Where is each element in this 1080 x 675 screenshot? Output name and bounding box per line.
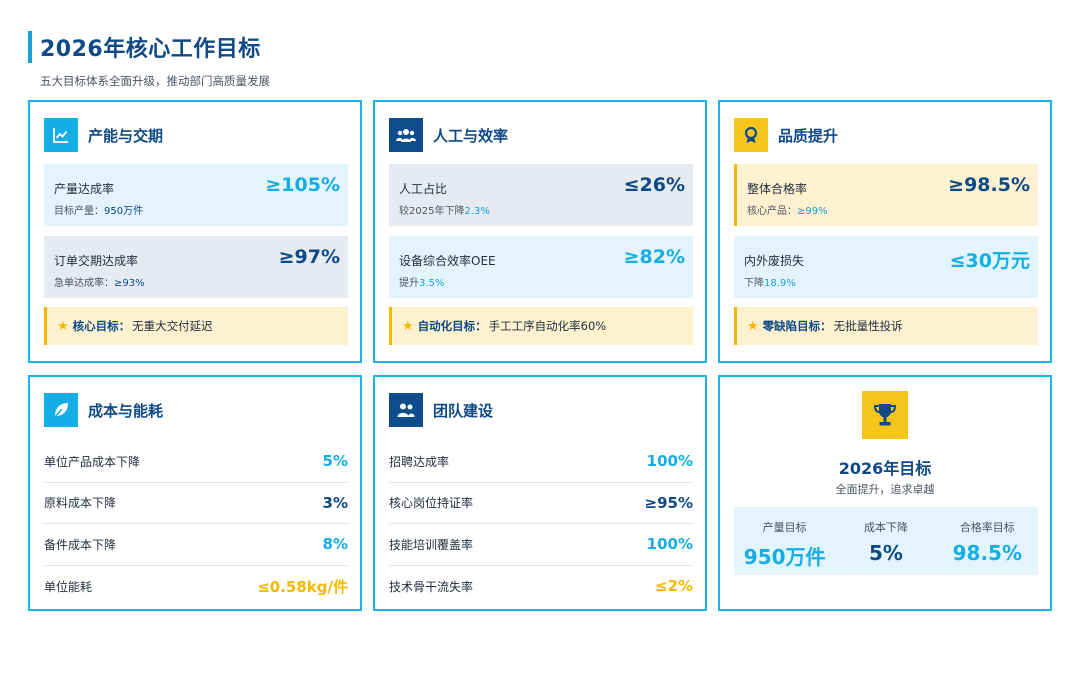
title-accent-bar xyxy=(28,31,32,63)
metric-sub: 提升3.5% xyxy=(399,278,445,289)
metric-output-rate: 产量达成率 目标产量：950万件 ≥105% xyxy=(44,164,348,226)
metric-sub: 核心产品：≥99% xyxy=(747,206,828,217)
star-icon: ★ xyxy=(57,318,69,334)
metric-label: 设备综合效率OEE xyxy=(399,254,496,268)
stat-value: 98.5% xyxy=(952,541,1023,565)
people-group-icon xyxy=(389,118,423,152)
list-item: 核心岗位持证率 ≥95% xyxy=(389,483,693,524)
stat-value: 5% xyxy=(869,541,903,565)
row-label: 招聘达成率 xyxy=(389,454,450,469)
metric-scrap-loss: 内外废损失 下降18.9% ≤30万元 xyxy=(734,236,1038,298)
goal-text: 手工工序自动化率60% xyxy=(488,319,607,333)
list-item: 技术骨干流失率 ≤2% xyxy=(389,566,693,608)
row-value: 3% xyxy=(322,493,348,512)
row-value: 100% xyxy=(646,452,693,471)
list-item: 备件成本下降 8% xyxy=(44,524,348,566)
summary-subtitle: 全面提升，追求卓越 xyxy=(835,483,935,496)
metric-label: 人工占比 xyxy=(399,182,448,196)
metric-value: ≤26% xyxy=(623,174,685,196)
metric-pass-rate: 整体合格率 核心产品：≥99% ≥98.5% xyxy=(734,164,1038,226)
team-metric-list: 招聘达成率 100% 核心岗位持证率 ≥95% 技能培训覆盖率 100% 技术骨… xyxy=(389,441,693,607)
goal-key: 自动化目标： xyxy=(417,319,487,333)
summary-stats-panel: 产量目标 950万件 成本下降 5% 合格率目标 98.5% xyxy=(734,507,1038,575)
metric-value: ≥98.5% xyxy=(948,174,1030,196)
star-icon: ★ xyxy=(747,318,759,334)
summary-title: 2026年目标 xyxy=(838,459,932,478)
award-ribbon-icon xyxy=(734,118,768,152)
core-goal-banner: ★ 核心目标： 无重大交付延迟 xyxy=(44,307,348,345)
row-label: 备件成本下降 xyxy=(44,537,117,552)
stat-pass-rate-target: 合格率目标 98.5% xyxy=(937,507,1038,575)
goal-text: 无批量性投诉 xyxy=(833,319,903,333)
goal-key: 核心目标： xyxy=(72,319,131,333)
list-item: 原料成本下降 3% xyxy=(44,483,348,524)
metric-sub: 目标产量：950万件 xyxy=(54,206,144,217)
stat-output-target: 产量目标 950万件 xyxy=(734,507,835,575)
row-label: 单位产品成本下降 xyxy=(44,454,141,469)
stat-label: 合格率目标 xyxy=(959,521,1015,534)
metric-delivery-rate: 订单交期达成率 急单达成率：≥93% ≥97% xyxy=(44,236,348,298)
card-title: 成本与能耗 xyxy=(88,401,164,420)
row-value: ≤0.58kg/件 xyxy=(257,577,348,596)
metric-sub: 急单达成率：≥93% xyxy=(54,278,145,289)
row-label: 单位能耗 xyxy=(44,579,93,594)
stat-cost-reduction: 成本下降 5% xyxy=(835,507,936,575)
row-value: ≥95% xyxy=(644,493,693,512)
card-title: 人工与效率 xyxy=(433,126,509,145)
list-item: 技能培训覆盖率 100% xyxy=(389,524,693,566)
row-label: 核心岗位持证率 xyxy=(389,496,474,511)
team-icon xyxy=(389,393,423,427)
metric-label: 整体合格率 xyxy=(747,182,808,196)
row-value: 5% xyxy=(322,452,348,471)
cost-metric-list: 单位产品成本下降 5% 原料成本下降 3% 备件成本下降 8% 单位能耗 ≤0.… xyxy=(44,441,348,607)
metric-sub: 较2025年下降2.3% xyxy=(399,206,490,217)
card-title: 产能与交期 xyxy=(88,126,164,145)
leaf-icon xyxy=(44,393,78,427)
card-team: 团队建设 招聘达成率 100% 核心岗位持证率 ≥95% 技能培训覆盖率 100… xyxy=(373,375,707,611)
card-capacity: 产能与交期 产量达成率 目标产量：950万件 ≥105% 订单交期达成率 急单达… xyxy=(28,100,362,363)
metric-value: ≥97% xyxy=(278,246,340,268)
card-cost: 成本与能耗 单位产品成本下降 5% 原料成本下降 3% 备件成本下降 8% 单位… xyxy=(28,375,362,611)
metric-sub: 下降18.9% xyxy=(744,278,796,289)
metric-value: ≥105% xyxy=(265,174,340,196)
trophy-icon xyxy=(862,391,908,439)
metric-label: 内外废损失 xyxy=(744,254,805,268)
line-chart-icon xyxy=(44,118,78,152)
goal-text: 无重大交付延迟 xyxy=(132,319,213,333)
zero-defect-goal-banner: ★ 零缺陷目标： 无批量性投诉 xyxy=(734,307,1038,345)
metric-oee: 设备综合效率OEE 提升3.5% ≥82% xyxy=(389,236,693,298)
stat-label: 产量目标 xyxy=(762,521,807,534)
list-item: 单位能耗 ≤0.58kg/件 xyxy=(44,566,348,608)
card-labor: 人工与效率 人工占比 较2025年下降2.3% ≤26% 设备综合效率OEE 提… xyxy=(373,100,707,363)
metric-value: ≥82% xyxy=(623,246,685,268)
page-title: 2026年核心工作目标 xyxy=(40,37,261,62)
card-summary: 2026年目标 全面提升，追求卓越 产量目标 950万件 成本下降 5% 合格率… xyxy=(718,375,1052,611)
stat-label: 成本下降 xyxy=(863,521,908,534)
list-item: 招聘达成率 100% xyxy=(389,441,693,483)
metric-labor-ratio: 人工占比 较2025年下降2.3% ≤26% xyxy=(389,164,693,226)
metric-label: 产量达成率 xyxy=(54,182,115,196)
row-label: 技术骨干流失率 xyxy=(389,579,474,594)
card-title: 品质提升 xyxy=(778,126,839,145)
row-label: 原料成本下降 xyxy=(44,496,117,511)
metric-value: ≤30万元 xyxy=(949,250,1030,272)
row-value: ≤2% xyxy=(654,577,693,596)
card-title: 团队建设 xyxy=(433,401,494,420)
automation-goal-banner: ★ 自动化目标： 手工工序自动化率60% xyxy=(389,307,693,345)
stat-value: 950万件 xyxy=(743,545,826,569)
row-label: 技能培训覆盖率 xyxy=(389,537,474,552)
page-header: 2026年核心工作目标 五大目标体系全面升级，推动部门高质量发展 xyxy=(28,31,270,89)
row-value: 100% xyxy=(646,535,693,554)
star-icon: ★ xyxy=(402,318,414,334)
card-quality: 品质提升 整体合格率 核心产品：≥99% ≥98.5% 内外废损失 下降18.9… xyxy=(718,100,1052,363)
list-item: 单位产品成本下降 5% xyxy=(44,441,348,483)
goal-key: 零缺陷目标： xyxy=(762,319,832,333)
metric-label: 订单交期达成率 xyxy=(54,254,139,268)
row-value: 8% xyxy=(322,535,348,554)
page-subtitle: 五大目标体系全面升级，推动部门高质量发展 xyxy=(40,74,270,88)
